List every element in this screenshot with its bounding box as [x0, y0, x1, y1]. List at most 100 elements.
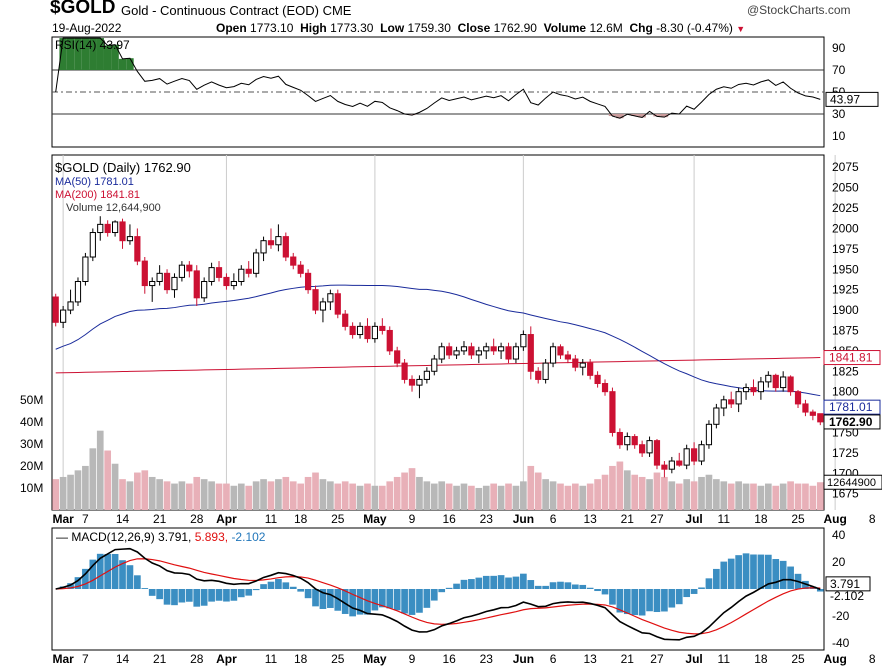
rsi-overbought-fill — [111, 44, 119, 70]
macd-histogram-bar — [297, 589, 305, 592]
macd-legend: — MACD(12,26,9) 3.791, 5.893, -2.102 — [56, 530, 266, 544]
x-axis-label: 25 — [791, 512, 805, 526]
candle-body — [319, 301, 327, 311]
volume-bar — [601, 474, 609, 510]
macd-legend-value: 3.791, — [158, 530, 195, 544]
macd-histogram-bar — [89, 559, 97, 589]
macd-histogram-bar — [260, 584, 267, 589]
candle-body — [260, 240, 267, 254]
volume-bar — [52, 479, 60, 510]
rsi-overbought-fill — [59, 38, 67, 70]
ma200-value-label: 1841.81 — [829, 351, 873, 365]
stockcharts-watermark: @StockCharts.com — [747, 3, 851, 17]
candle-body — [290, 256, 297, 266]
macd-x-axis-label: May — [363, 652, 387, 666]
x-axis-label: 21 — [153, 512, 167, 526]
macd-histogram-bar — [497, 575, 505, 589]
macd-histogram-bar — [675, 589, 683, 605]
macd-histogram-bar — [230, 589, 238, 601]
volume-bar — [720, 481, 728, 510]
candle-body — [616, 431, 623, 446]
volume-bar — [297, 483, 305, 510]
volume-bar — [74, 470, 82, 510]
macd-histogram-bar — [683, 589, 691, 598]
volume-legend: Volume 12,644,900 — [66, 202, 161, 214]
price-tick-label: 1800 — [832, 385, 859, 399]
x-axis-label: 9 — [409, 512, 416, 526]
volume-bar — [505, 483, 512, 510]
candle-body — [111, 221, 119, 234]
rsi-overbought-fill — [118, 58, 127, 70]
candle-body — [267, 240, 275, 246]
close-label: Close — [457, 21, 491, 35]
candle-body — [149, 280, 156, 287]
volume-bar — [327, 481, 334, 510]
volume-bar — [772, 485, 780, 510]
volume-bar — [185, 483, 193, 510]
macd-histogram-bar — [111, 553, 119, 589]
high-value: 1773.30 — [330, 21, 374, 35]
candle-body — [676, 460, 683, 466]
macd-x-axis-label: 28 — [190, 652, 204, 666]
candle-body — [483, 346, 490, 352]
candle-body — [817, 413, 824, 423]
candle-body — [104, 223, 111, 234]
macd-histogram-bar — [312, 589, 319, 607]
macd-histogram-bar — [787, 566, 794, 589]
macd-histogram-bar — [482, 575, 490, 589]
macd-histogram-bar — [408, 589, 416, 615]
candle-body — [304, 272, 312, 291]
macd-histogram-bar — [289, 586, 297, 589]
volume-bar — [609, 465, 616, 510]
candle-body — [468, 346, 475, 356]
ohlc-summary: Open 1773.10 High 1773.30 Low 1759.30 Cl… — [216, 21, 745, 35]
candle-body — [163, 272, 171, 291]
volume-bar — [683, 479, 691, 510]
candle-body — [765, 374, 772, 383]
volume-bar — [163, 481, 171, 510]
x-axis-label: 27 — [650, 512, 664, 526]
chart-instrument-name: Gold - Continuous Contract (EOD) CME — [121, 3, 352, 18]
macd-histogram-bar — [319, 589, 327, 609]
chart-symbol: $GOLD — [50, 0, 116, 18]
macd-histogram-bar — [193, 589, 201, 607]
volume-bar — [386, 481, 394, 510]
candle-body — [594, 374, 601, 385]
volume-value-box — [823, 474, 882, 490]
macd-x-axis-label: Jun — [513, 652, 534, 666]
close-value-label: 1762.90 — [829, 415, 873, 429]
ma200-legend: MA(200) 1841.81 — [55, 189, 140, 201]
rsi-tick-label: 10 — [832, 129, 846, 143]
macd-tick-label: 40 — [832, 528, 846, 542]
price-tick-label: 1975 — [832, 242, 859, 256]
candle-body — [408, 378, 416, 386]
volume-bar — [334, 483, 342, 510]
candle-body — [683, 448, 690, 466]
volume-bar — [497, 485, 505, 510]
candle-body — [386, 329, 393, 352]
macd-histogram-bar — [601, 589, 609, 595]
macd-histogram-bar — [609, 589, 616, 605]
macd-tick-label: -40 — [832, 636, 850, 650]
macd-histogram-bar — [735, 555, 742, 589]
candle-body — [564, 354, 572, 360]
candle-body — [453, 350, 460, 356]
macd-x-axis-label: 25 — [791, 652, 805, 666]
volume-bar — [468, 485, 475, 510]
candle-body — [245, 268, 252, 274]
volume-bar — [119, 479, 126, 510]
volume-bar — [534, 472, 542, 510]
macd-histogram-bar — [690, 589, 698, 594]
macd-histogram-bar — [571, 584, 579, 589]
macd-histogram-bar — [698, 587, 705, 589]
x-axis-label: 13 — [583, 512, 597, 526]
macd-histogram-bar — [705, 578, 713, 589]
candle-body — [342, 313, 349, 327]
macd-histogram-bar — [549, 582, 557, 589]
price-tick-label: 2075 — [832, 160, 859, 174]
volume-bar — [260, 479, 267, 510]
macd-histogram-bar — [349, 589, 356, 617]
macd-histogram-bar — [304, 589, 312, 599]
macd-x-axis-label: 25 — [331, 652, 345, 666]
candle-body — [178, 264, 186, 278]
